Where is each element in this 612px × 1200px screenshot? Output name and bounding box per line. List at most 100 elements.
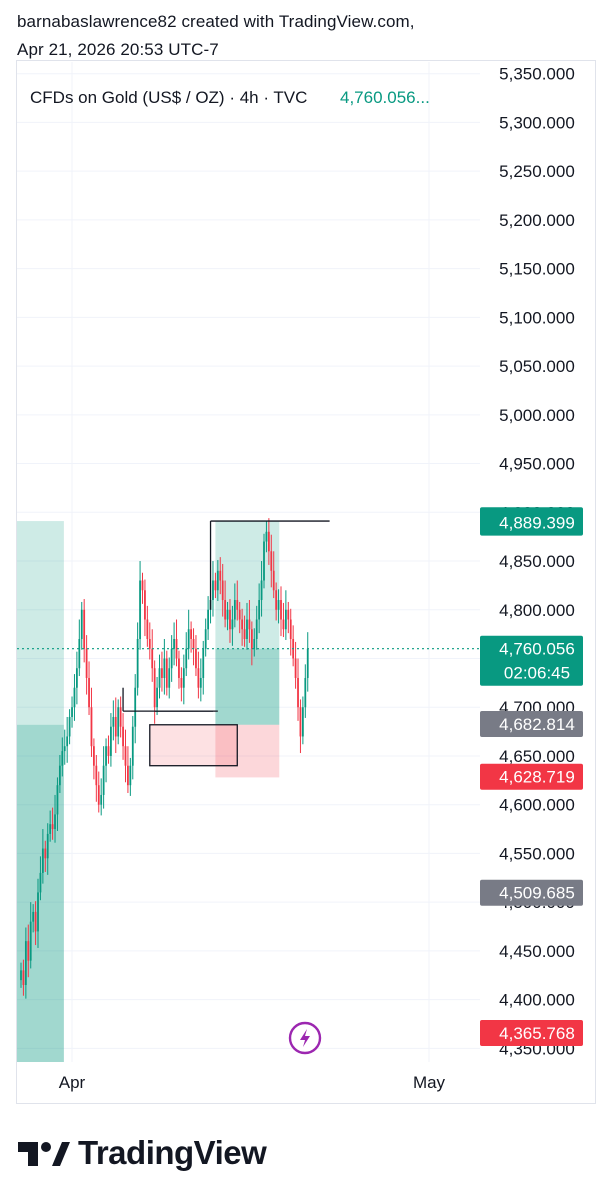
candle-body — [110, 726, 112, 756]
candle-body — [212, 580, 214, 601]
candle-body — [46, 833, 49, 859]
date-line: Apr 21, 2026 20:53 UTC-7 — [17, 40, 219, 59]
candle-body — [49, 824, 52, 834]
x-tick-label: May — [413, 1073, 446, 1092]
grid-lines — [17, 62, 480, 1062]
price-label-bg — [480, 879, 583, 906]
candle-body — [58, 765, 61, 786]
author-line: barnabaslawrence82 created with TradingV… — [17, 12, 415, 31]
candle-body — [151, 648, 154, 669]
red-box — [149, 724, 238, 767]
y-tick-label: 4,450.000 — [499, 942, 575, 961]
y-tick-label: 5,200.000 — [499, 211, 575, 230]
candle-body — [301, 707, 304, 737]
y-tick-label: 4,950.000 — [499, 455, 575, 474]
candle-body — [75, 668, 78, 688]
candle-body — [277, 600, 280, 610]
price-label-bg — [480, 509, 583, 536]
candle-body — [56, 785, 59, 815]
candle-body — [246, 619, 248, 639]
candle-body — [148, 638, 151, 649]
candle-body — [112, 716, 115, 727]
candle-body — [83, 609, 86, 649]
candle-body — [175, 638, 178, 659]
candle-body — [265, 531, 268, 542]
countdown-label: 02:06:45 — [504, 664, 570, 683]
candle-body — [37, 892, 39, 932]
price-label-bg — [480, 710, 583, 737]
candle-body — [105, 746, 107, 766]
candle-body — [185, 648, 188, 669]
y-axis: 5,350.000 5,300.000 5,250.000 5,200.000 5,15… — [499, 65, 575, 1059]
y-tick-label: 5,000.000 — [499, 406, 575, 425]
candle-body — [255, 619, 258, 639]
candle-body — [219, 570, 222, 581]
candle-body — [248, 619, 251, 630]
candle-body — [34, 911, 37, 932]
candle-body — [241, 619, 244, 630]
candle-body — [163, 658, 166, 678]
price-labels: 4,891.8904,889.3994,760.05602:06:454,682… — [480, 507, 583, 1046]
candle-body — [95, 765, 98, 786]
candle-body — [27, 941, 30, 961]
candle-body — [68, 716, 71, 737]
candle-body — [100, 794, 103, 805]
y-tick-label: 4,650.000 — [499, 747, 575, 766]
candle-body — [214, 580, 217, 591]
candle-body — [61, 751, 64, 766]
candle-body — [144, 590, 146, 620]
candle-body — [107, 746, 110, 756]
candle-body — [180, 677, 183, 688]
green-zone-right-lower — [215, 648, 280, 725]
legend-symbol: CFDs on Gold (US$ / OZ) · 4h · TVC — [30, 88, 307, 107]
candle-body — [182, 668, 185, 688]
candle-body — [287, 609, 290, 620]
chart-frame — [16, 60, 596, 1104]
y-tick-label: 4,550.000 — [499, 844, 575, 863]
candle-body — [158, 668, 161, 688]
candle-body — [93, 746, 95, 766]
price-label-text: 4,889.399 — [499, 514, 575, 533]
candle-body — [207, 609, 210, 630]
candle-body — [102, 765, 105, 795]
candle-body — [275, 590, 278, 610]
price-label-bg — [480, 1019, 583, 1046]
candle-body — [272, 570, 275, 591]
lightning-icon[interactable] — [288, 1021, 322, 1055]
y-tick-label: 5,100.000 — [499, 308, 575, 327]
candle-body — [297, 677, 299, 708]
candle-body — [299, 707, 302, 737]
candle-body — [197, 668, 200, 688]
candle-body — [85, 648, 88, 678]
candle-body — [51, 824, 54, 830]
candle-body — [270, 551, 273, 571]
candle-body — [90, 707, 93, 747]
x-axis: Apr May — [59, 1073, 446, 1092]
candle-body — [202, 648, 205, 678]
candle-body — [73, 687, 76, 708]
candle-body — [170, 648, 173, 669]
candle-body — [289, 619, 292, 639]
candle-body — [243, 629, 246, 639]
candle-body — [250, 629, 253, 649]
candle-body — [20, 970, 22, 981]
candle-body — [41, 848, 44, 873]
x-tick-label: Apr — [59, 1073, 86, 1092]
tv-logo-icon — [18, 1142, 70, 1166]
candle-body — [122, 726, 124, 747]
candle-body — [233, 600, 236, 620]
candle-body — [139, 580, 141, 639]
candle-body — [44, 848, 47, 859]
y-tick-label: 5,250.000 — [499, 162, 575, 181]
candle-body — [129, 765, 132, 786]
candle-body — [39, 872, 42, 893]
candle-body — [114, 716, 117, 737]
price-label-text: 4,760.056 — [499, 640, 575, 659]
price-chart[interactable]: 5,350.000 5,300.000 5,250.000 5,200.000 5,15… — [0, 0, 612, 1120]
candle-body — [231, 619, 234, 630]
candle-body — [22, 970, 25, 986]
candle-body — [238, 609, 241, 620]
y-tick-label: 5,150.000 — [499, 260, 575, 279]
candle-body — [294, 658, 297, 678]
candle-body — [304, 677, 307, 708]
